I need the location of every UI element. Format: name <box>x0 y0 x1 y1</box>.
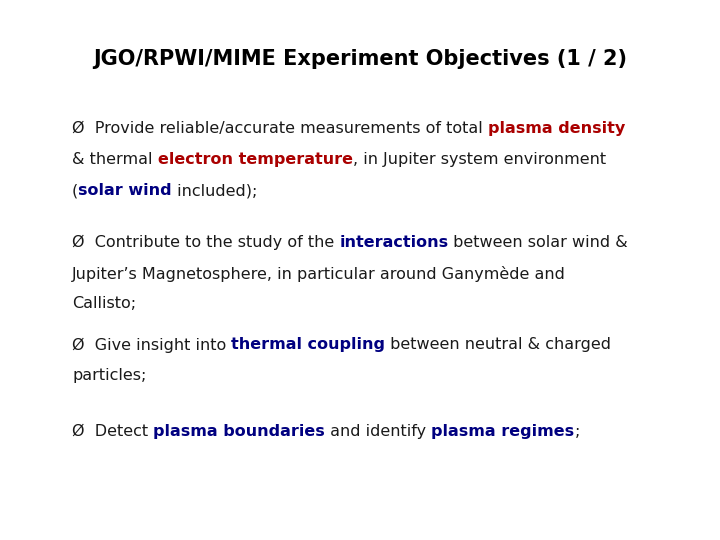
Text: Ø  Detect: Ø Detect <box>72 424 153 439</box>
Text: and identify: and identify <box>325 424 431 439</box>
Text: electron temperature: electron temperature <box>158 152 353 167</box>
Text: thermal coupling: thermal coupling <box>231 338 385 353</box>
Text: Ø  Provide reliable/accurate measurements of total: Ø Provide reliable/accurate measurements… <box>72 122 488 137</box>
Text: Ø  Contribute to the study of the: Ø Contribute to the study of the <box>72 235 339 250</box>
Text: particles;: particles; <box>72 368 146 383</box>
Text: , in Jupiter system environment: , in Jupiter system environment <box>353 152 606 167</box>
Text: between neutral & charged: between neutral & charged <box>385 338 611 353</box>
Text: between solar wind &: between solar wind & <box>449 235 629 250</box>
Text: ;: ; <box>575 424 580 439</box>
Text: (: ( <box>72 183 78 198</box>
Text: Callisto;: Callisto; <box>72 296 136 312</box>
Text: plasma boundaries: plasma boundaries <box>153 424 325 439</box>
Text: plasma density: plasma density <box>488 122 625 137</box>
Text: Jupiter’s Magnetosphere, in particular around Ganymède and: Jupiter’s Magnetosphere, in particular a… <box>72 266 566 282</box>
Text: JGO/RPWI/MIME Experiment Objectives (1 / 2): JGO/RPWI/MIME Experiment Objectives (1 /… <box>93 49 627 69</box>
Text: interactions: interactions <box>339 235 449 250</box>
Text: plasma regimes: plasma regimes <box>431 424 575 439</box>
Text: included);: included); <box>172 183 257 198</box>
Text: & thermal: & thermal <box>72 152 158 167</box>
Text: solar wind: solar wind <box>78 183 172 198</box>
Text: Ø  Give insight into: Ø Give insight into <box>72 338 231 353</box>
